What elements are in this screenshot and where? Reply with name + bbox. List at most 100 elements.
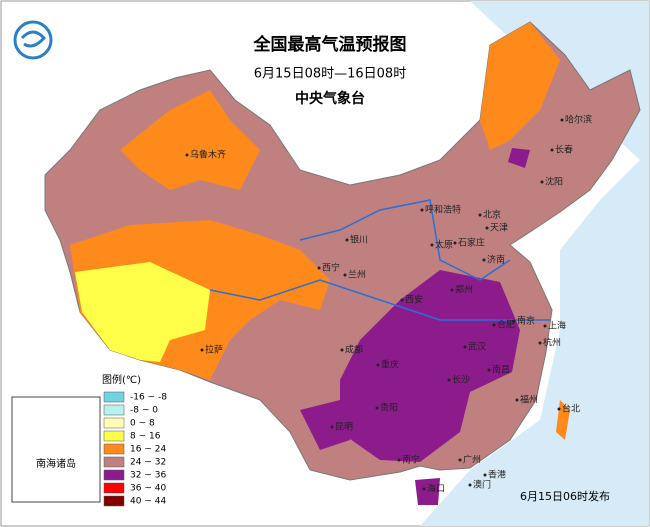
city-label: 长沙 bbox=[452, 374, 470, 386]
city-label: 合肥 bbox=[497, 319, 515, 331]
legend-swatch bbox=[103, 456, 125, 468]
city-label: 呼和浩特 bbox=[425, 204, 461, 216]
city-dot bbox=[512, 319, 516, 323]
legend-swatch bbox=[103, 430, 125, 442]
city-dot bbox=[492, 323, 496, 327]
city-label: 长春 bbox=[555, 144, 573, 156]
city-dot bbox=[538, 341, 542, 345]
city-label: 昆明 bbox=[335, 422, 353, 433]
city-label: 西宁 bbox=[322, 262, 340, 274]
city-label: 南昌 bbox=[492, 364, 510, 376]
legend-label: 32 ~ 36 bbox=[130, 471, 166, 481]
orange-region bbox=[480, 22, 560, 150]
city-dot bbox=[345, 238, 349, 242]
city-label: 海口 bbox=[427, 483, 445, 495]
city-label: 澳门 bbox=[473, 479, 491, 491]
city-label: 成都 bbox=[345, 344, 363, 356]
inset bbox=[11, 396, 101, 503]
city-dot bbox=[430, 243, 434, 247]
city-dot bbox=[468, 483, 472, 487]
legend-swatch bbox=[103, 443, 125, 455]
orange-region bbox=[120, 90, 260, 190]
subtitle: 6月15日08时—16日08时 bbox=[254, 67, 406, 82]
city-dot bbox=[376, 363, 380, 367]
legend-label: -16 ~ -8 bbox=[130, 393, 167, 403]
river bbox=[299, 199, 511, 281]
city-label: 上海 bbox=[548, 320, 566, 332]
city-label: 贵阳 bbox=[380, 402, 398, 414]
city-dot bbox=[485, 226, 489, 230]
city-label: 重庆 bbox=[381, 359, 399, 371]
legend-label: 0 ~ 8 bbox=[130, 419, 155, 429]
city-label: 银川 bbox=[350, 234, 368, 246]
city-dot bbox=[483, 473, 487, 477]
city-dot bbox=[550, 148, 554, 152]
city-label: 西安 bbox=[405, 294, 423, 306]
city-dot bbox=[463, 345, 467, 349]
city-label: 哈尔滨 bbox=[565, 114, 592, 126]
city-dot bbox=[447, 378, 451, 382]
sea bbox=[420, 1, 649, 526]
city-label: 乌鲁木齐 bbox=[190, 149, 226, 161]
city-label: 广州 bbox=[463, 454, 481, 466]
title: 全国最高气温预报图 bbox=[253, 34, 407, 55]
city-label: 济南 bbox=[487, 254, 505, 266]
legend-swatch bbox=[103, 469, 125, 481]
city-dot bbox=[560, 118, 564, 122]
city-dot bbox=[482, 258, 486, 262]
river bbox=[209, 279, 550, 321]
city-dot bbox=[540, 180, 544, 184]
legend-label: 24 ~ 32 bbox=[130, 458, 166, 468]
city-dot bbox=[397, 458, 401, 462]
city-label: 南京 bbox=[517, 315, 535, 327]
city-dot bbox=[487, 368, 491, 372]
city-label: 香港 bbox=[488, 469, 506, 481]
city-label: 太原 bbox=[435, 239, 453, 251]
logo bbox=[13, 20, 53, 60]
legend-title: 图例(℃) bbox=[102, 373, 141, 386]
city-dot bbox=[450, 288, 454, 292]
purple-region bbox=[300, 400, 350, 450]
city-label: 福州 bbox=[520, 394, 538, 406]
city-label: 沈阳 bbox=[545, 176, 563, 188]
legend-swatch bbox=[103, 404, 125, 416]
legend-label: -8 ~ 0 bbox=[130, 406, 158, 416]
city-dot bbox=[543, 324, 547, 328]
legend-label: 8 ~ 16 bbox=[130, 432, 161, 442]
city-label: 台北 bbox=[562, 403, 580, 415]
legend-swatch bbox=[103, 391, 125, 403]
city-dot bbox=[422, 487, 426, 491]
city-label: 杭州 bbox=[543, 337, 561, 349]
logo-mark bbox=[20, 30, 47, 48]
legend-swatch bbox=[103, 495, 125, 507]
legend-label: 16 ~ 24 bbox=[130, 445, 166, 455]
city-label: 兰州 bbox=[348, 269, 366, 281]
city-dot bbox=[458, 458, 462, 462]
city-label: 南宁 bbox=[402, 454, 420, 466]
city-label: 拉萨 bbox=[205, 344, 223, 356]
city-dot bbox=[343, 273, 347, 277]
city-label: 石家庄 bbox=[458, 237, 485, 249]
city-dot bbox=[515, 398, 519, 402]
city-dot bbox=[400, 298, 404, 302]
city-dot bbox=[200, 348, 204, 352]
footer: 6月15日06时发布 bbox=[520, 489, 610, 503]
city-dot bbox=[557, 407, 561, 411]
issuer: 中央气象台 bbox=[295, 90, 365, 107]
city-dot bbox=[375, 406, 379, 410]
city-dot bbox=[317, 266, 321, 270]
legend-label: 40 ~ 44 bbox=[130, 497, 166, 507]
city-dot bbox=[330, 425, 334, 429]
city-label: 北京 bbox=[483, 209, 501, 221]
city-label: 天津 bbox=[490, 223, 508, 234]
city-dot bbox=[478, 213, 482, 217]
legend-swatch bbox=[103, 417, 125, 429]
purple-region bbox=[508, 148, 530, 168]
city-dot bbox=[420, 208, 424, 212]
city-dot bbox=[340, 348, 344, 352]
yellow-region bbox=[75, 262, 210, 362]
city-dot bbox=[185, 153, 189, 157]
legend-label: 36 ~ 40 bbox=[130, 484, 166, 494]
hainan bbox=[415, 478, 440, 505]
